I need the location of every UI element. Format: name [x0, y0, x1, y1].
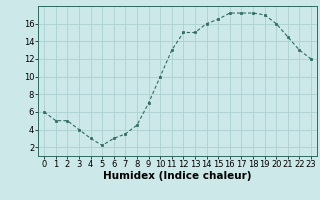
X-axis label: Humidex (Indice chaleur): Humidex (Indice chaleur) [103, 171, 252, 181]
